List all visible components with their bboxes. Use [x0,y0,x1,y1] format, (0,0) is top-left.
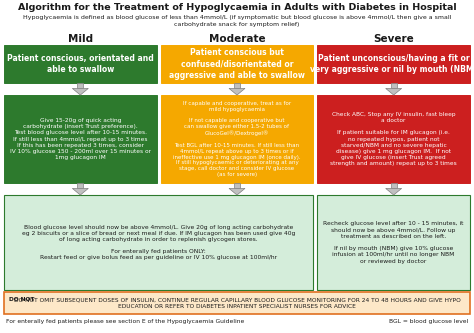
FancyBboxPatch shape [4,95,157,183]
Text: Hypoglycaemia is defined as blood glucose of less than 4mmol/L (if symptomatic b: Hypoglycaemia is defined as blood glucos… [23,15,451,27]
FancyBboxPatch shape [4,292,470,314]
Text: Recheck glucose level after 10 - 15 minutes, it
should now be above 4mmol/L. Fol: Recheck glucose level after 10 - 15 minu… [323,221,464,264]
Polygon shape [77,183,83,188]
Text: For enterally fed patients please see section E of the Hypoglycaemia Guideline: For enterally fed patients please see se… [6,319,244,324]
FancyBboxPatch shape [317,195,470,290]
FancyBboxPatch shape [161,95,313,183]
Polygon shape [229,88,245,95]
Text: Algorithm for the Treatment of Hypoglycaemia in Adults with Diabetes in Hospital: Algorithm for the Treatment of Hypoglyca… [18,3,456,12]
Text: Patient unconscious/having a fit or
very aggressive or nil by mouth (NBM): Patient unconscious/having a fit or very… [310,54,474,74]
FancyBboxPatch shape [317,45,470,83]
Text: If capable and cooperative, treat as for
mild hypoglycaemia

If not capable and : If capable and cooperative, treat as for… [173,101,301,177]
FancyBboxPatch shape [4,45,157,83]
Polygon shape [73,188,88,195]
Polygon shape [386,88,401,95]
Text: Give 15-20g of quick acting
carbohydrate (insert Trust preference).
Test blood g: Give 15-20g of quick acting carbohydrate… [10,118,151,160]
Text: DO NOT OMIT SUBSEQUENT DOSES OF INSULIN, CONTINUE REGULAR CAPILLARY BLOOD GLUCOS: DO NOT OMIT SUBSEQUENT DOSES OF INSULIN,… [14,297,460,309]
Polygon shape [229,188,245,195]
Polygon shape [234,183,240,188]
Polygon shape [77,83,83,88]
Text: Severe: Severe [374,34,414,44]
Polygon shape [386,188,401,195]
Polygon shape [391,83,397,88]
Text: Mild: Mild [68,34,93,44]
Polygon shape [73,88,88,95]
Text: Check ABC, Stop any IV insulin, fast bleep
a doctor

If patient suitable for IM : Check ABC, Stop any IV insulin, fast ble… [330,112,457,166]
Text: Patient conscious but
confused/disorientated or
aggressive and able to swallow: Patient conscious but confused/disorient… [169,48,305,80]
FancyBboxPatch shape [4,195,313,290]
Polygon shape [234,83,240,88]
Text: Patient conscious, orientated and
able to swallow: Patient conscious, orientated and able t… [7,54,154,74]
Polygon shape [391,183,397,188]
Text: Moderate: Moderate [209,34,265,44]
FancyBboxPatch shape [161,45,313,83]
Text: BGL = blood glucose level: BGL = blood glucose level [389,319,468,324]
FancyBboxPatch shape [317,95,470,183]
Text: DO NOT: DO NOT [9,297,35,302]
Text: Blood glucose level should now be above 4mmol/L. Give 20g of long acting carbohy: Blood glucose level should now be above … [22,224,295,260]
